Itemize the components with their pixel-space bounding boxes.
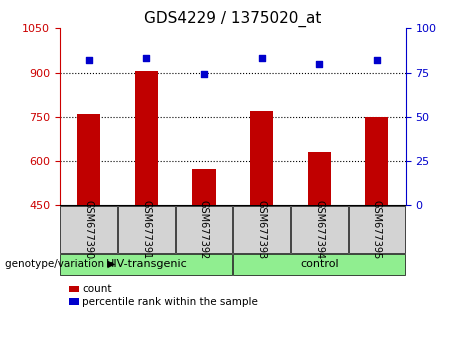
Point [258,56,266,61]
Bar [193,169,216,205]
Point [315,61,323,67]
Bar [365,118,388,205]
Text: GSM677395: GSM677395 [372,200,382,259]
Text: GSM677391: GSM677391 [142,200,151,259]
Title: GDS4229 / 1375020_at: GDS4229 / 1375020_at [144,11,321,27]
Bar [135,71,158,205]
Text: GSM677393: GSM677393 [257,200,266,259]
Text: GSM677394: GSM677394 [314,200,324,259]
Bar [250,111,273,205]
Text: percentile rank within the sample: percentile rank within the sample [82,297,258,307]
Point [373,57,381,63]
Text: GSM677392: GSM677392 [199,200,209,259]
Point [142,56,150,61]
Point [85,57,92,63]
Bar [308,152,331,205]
Text: GSM677390: GSM677390 [84,200,94,259]
Text: genotype/variation ▶: genotype/variation ▶ [5,259,115,269]
Point [200,72,207,77]
Text: control: control [300,259,338,269]
Bar [77,114,100,205]
Text: count: count [82,284,112,294]
Text: HIV-transgenic: HIV-transgenic [106,259,187,269]
